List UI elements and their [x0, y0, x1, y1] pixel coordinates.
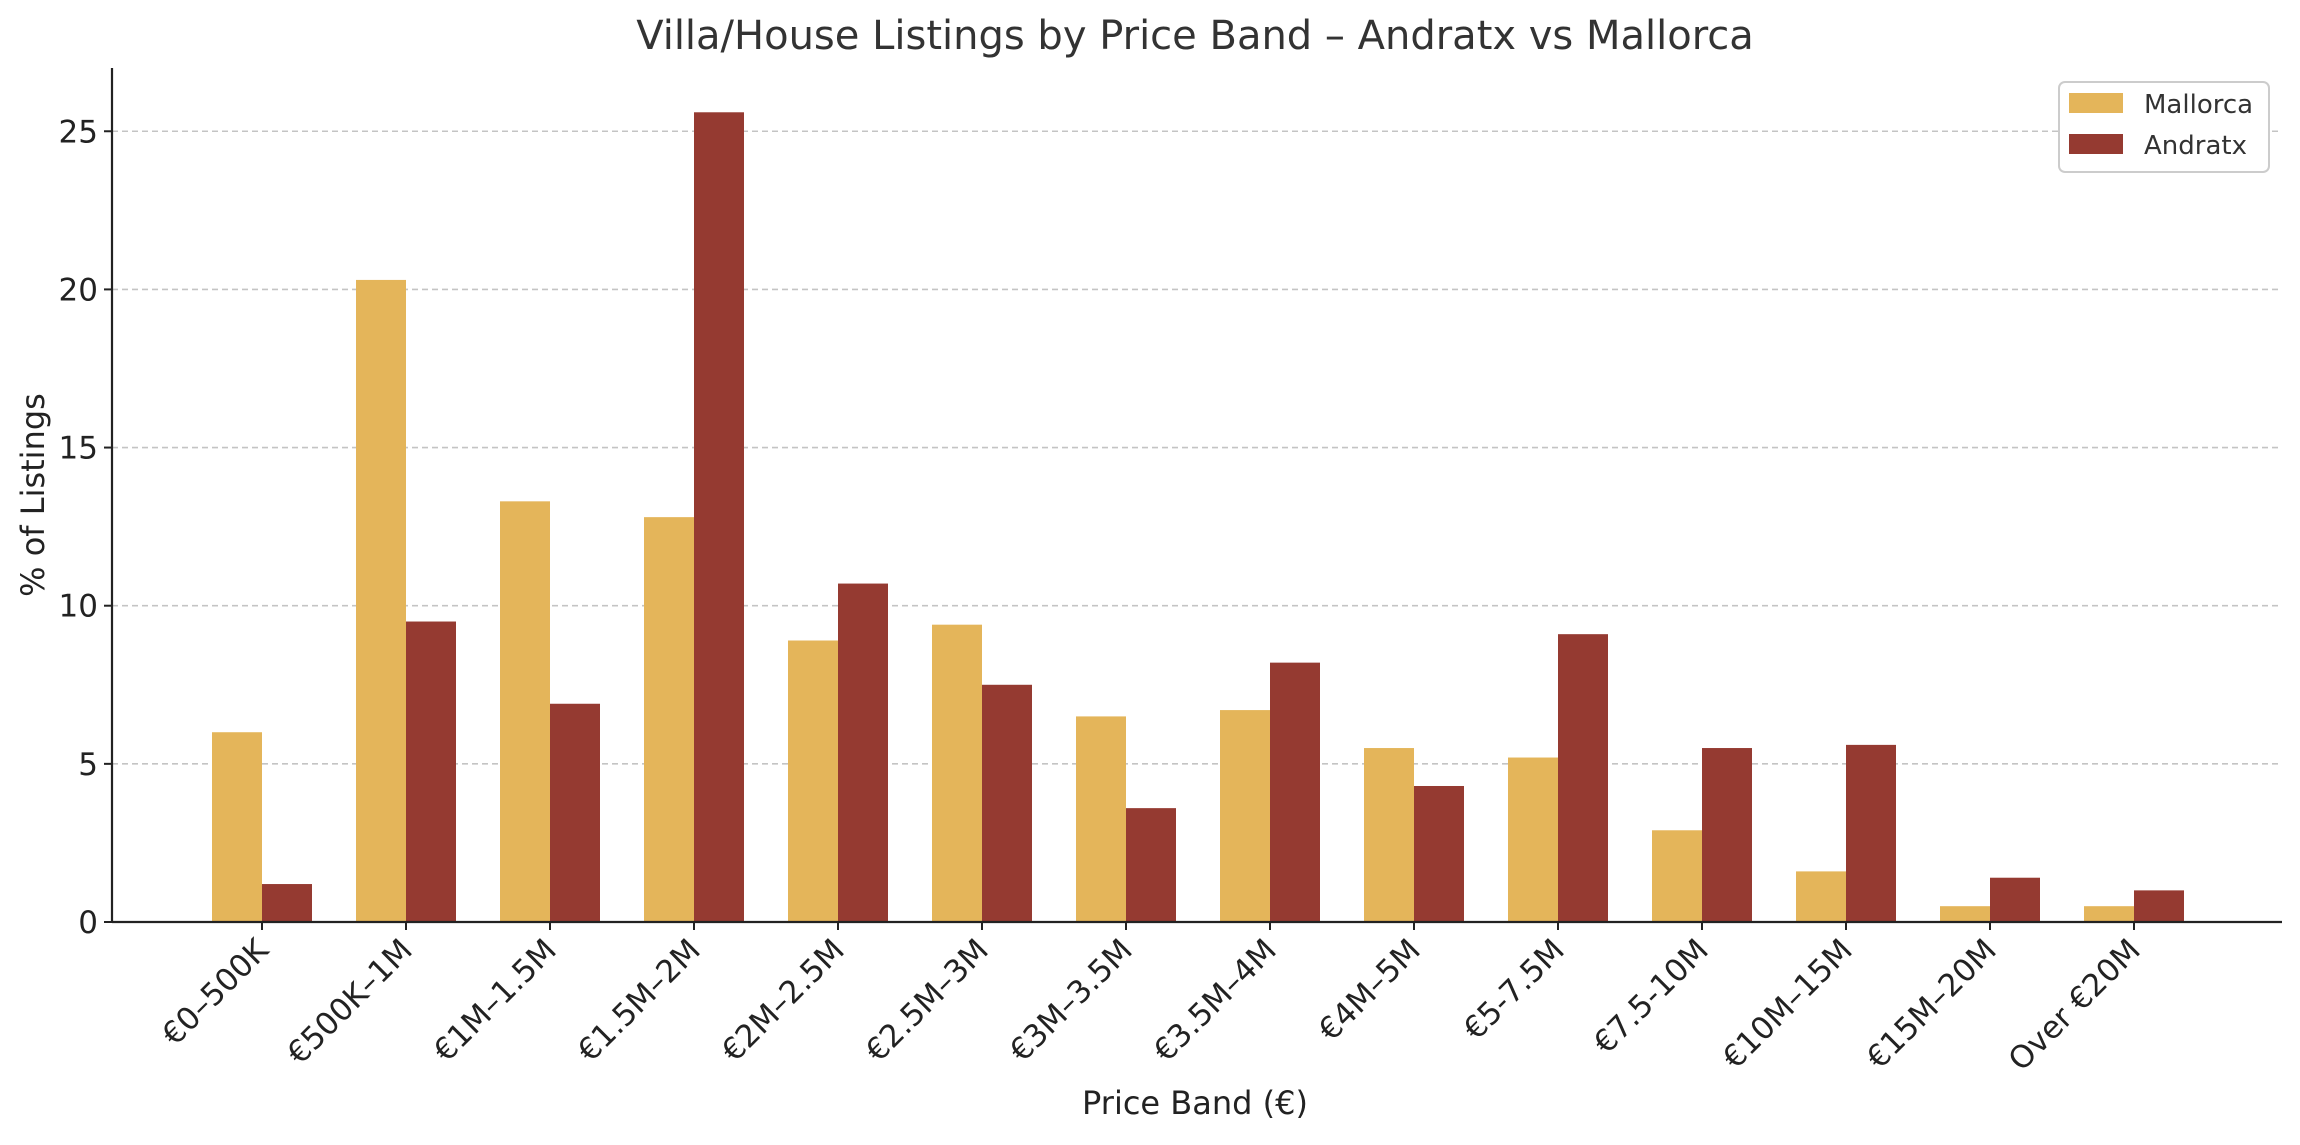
- x-tick-label-3: €1.5M–2M: [571, 932, 708, 1069]
- bar-andratx-9: [1558, 634, 1608, 922]
- y-axis-label: % of Listings: [14, 393, 52, 597]
- bar-andratx-6: [1126, 808, 1176, 922]
- x-tick-label-4: €2M–2.5M: [715, 932, 852, 1069]
- bar-andratx-7: [1270, 662, 1320, 922]
- y-tick-label-15: 15: [59, 431, 98, 467]
- bar-mallorca-12: [1940, 906, 1990, 922]
- y-ticks: 0 5 10 15 20 25: [59, 114, 112, 941]
- x-tick-label-12: €15M–20M: [1860, 932, 2004, 1076]
- y-tick-label-25: 25: [59, 114, 98, 150]
- legend: Mallorca Andratx: [2058, 81, 2270, 173]
- bar-mallorca-4: [788, 640, 838, 922]
- x-tick-label-8: €4M–5M: [1312, 932, 1428, 1048]
- bar-mallorca-3: [644, 517, 694, 922]
- x-tick-label-11: €10M–15M: [1716, 932, 1860, 1076]
- bar-andratx-2: [550, 703, 600, 922]
- bar-andratx-5: [982, 684, 1032, 922]
- bar-mallorca-0: [212, 732, 262, 922]
- x-tick-label-10: €7.5-10M: [1587, 932, 1716, 1061]
- x-tick-label-5: €2.5M–3M: [859, 932, 996, 1069]
- x-tick-label-9: €5-7.5M: [1457, 932, 1572, 1047]
- grid-lines: [112, 130, 2282, 765]
- legend-label-andratx: Andratx: [2144, 131, 2247, 161]
- bar-andratx-1: [406, 621, 456, 922]
- x-tick-label-2: €1M–1.5M: [427, 932, 564, 1069]
- bar-andratx-12: [1990, 877, 2040, 922]
- x-ticks: €0–500K €500K–1M €1M–1.5M €1.5M–2M €2M–2.5M €…: [155, 922, 2148, 1078]
- y-tick-label-5: 5: [78, 747, 98, 783]
- y-tick-label-20: 20: [59, 272, 98, 308]
- bars: [212, 112, 2184, 922]
- axes: [110, 68, 2282, 924]
- x-tick-label-1: €500K–1M: [280, 932, 419, 1071]
- bar-mallorca-9: [1508, 757, 1558, 922]
- bar-andratx-8: [1414, 785, 1464, 922]
- bar-mallorca-13: [2084, 906, 2134, 922]
- bar-mallorca-10: [1652, 830, 1702, 922]
- bar-mallorca-2: [500, 501, 550, 922]
- legend-label-mallorca: Mallorca: [2144, 90, 2253, 120]
- x-tick-label-6: €3M–3.5M: [1003, 932, 1140, 1069]
- bar-andratx-10: [1702, 748, 1752, 922]
- bar-mallorca-8: [1364, 748, 1414, 922]
- bar-andratx-0: [262, 884, 312, 922]
- x-tick-label-0: €0–500K: [155, 932, 276, 1053]
- legend-swatch-andratx: [2069, 134, 2123, 154]
- bar-andratx-11: [1846, 744, 1896, 922]
- bar-andratx-3: [694, 112, 744, 922]
- y-tick-label-0: 0: [78, 905, 98, 941]
- y-tick-label-10: 10: [59, 589, 98, 625]
- legend-swatch-mallorca: [2069, 93, 2123, 113]
- chart-title: Villa/House Listings by Price Band – And…: [636, 13, 1754, 59]
- x-axis-label: Price Band (€): [1082, 1084, 1308, 1122]
- bar-mallorca-1: [356, 279, 406, 922]
- bar-andratx-4: [838, 583, 888, 922]
- x-tick-label-7: €3.5M–4M: [1147, 932, 1284, 1069]
- bar-mallorca-11: [1796, 871, 1846, 922]
- bar-mallorca-7: [1220, 710, 1270, 922]
- x-tick-label-13: Over €20M: [2002, 932, 2148, 1078]
- bar-mallorca-5: [932, 624, 982, 922]
- bar-mallorca-6: [1076, 716, 1126, 922]
- bar-andratx-13: [2134, 890, 2184, 922]
